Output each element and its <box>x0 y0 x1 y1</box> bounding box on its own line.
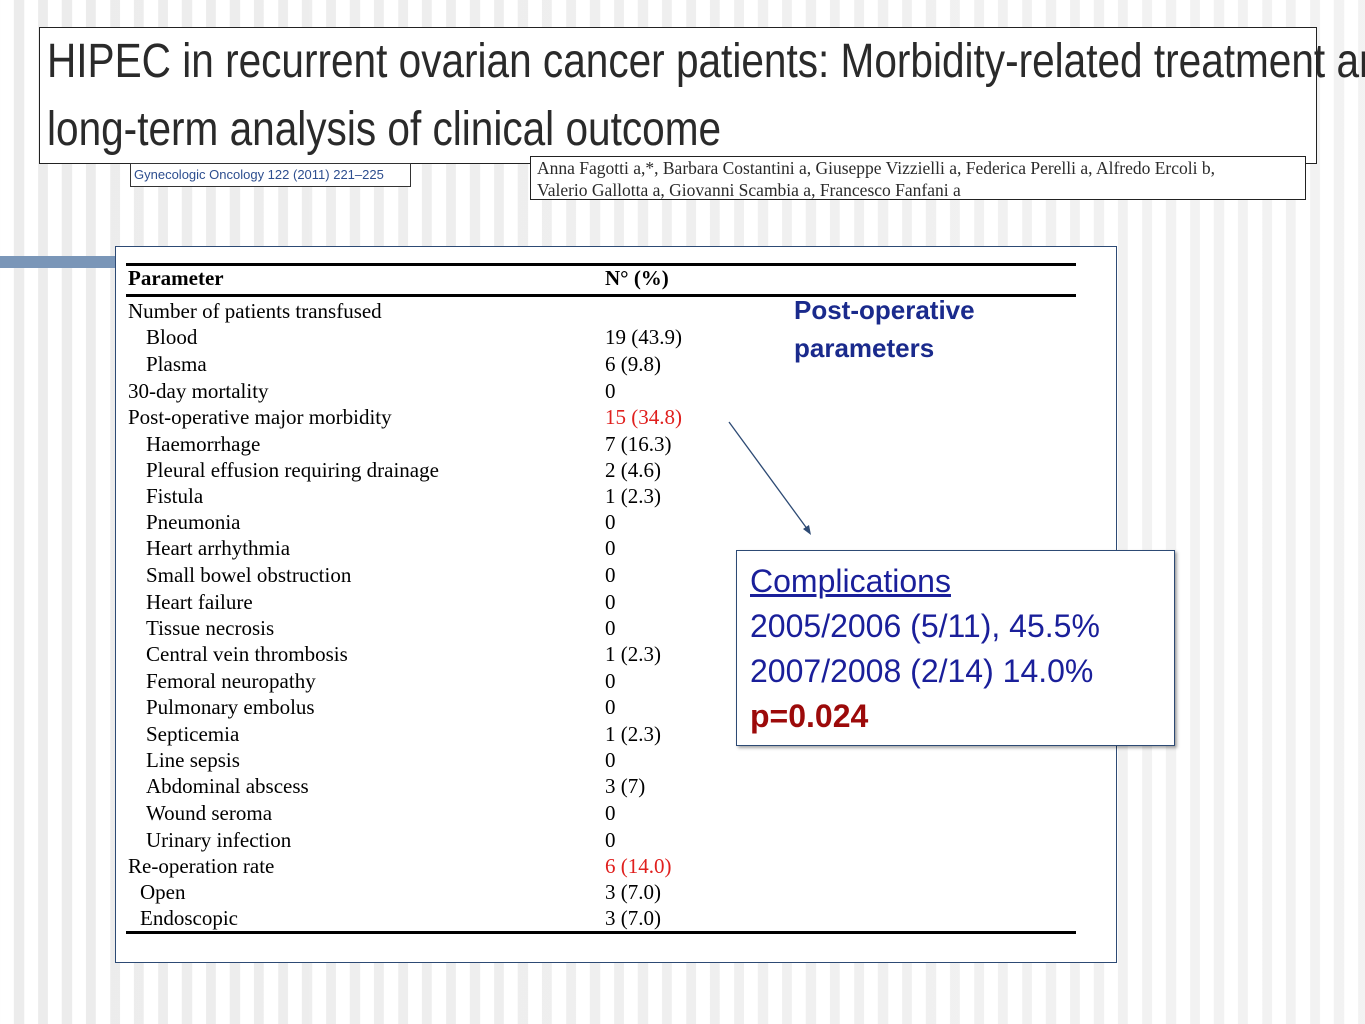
row-label: Line sepsis <box>146 748 240 772</box>
table-row: Heart arrhythmia 0 <box>116 535 1076 561</box>
table-row: Heart failure 0 <box>116 589 1076 615</box>
table-row: Fistula 1 (2.3) <box>116 483 1076 509</box>
row-label: Pneumonia <box>146 510 241 534</box>
row-label: Plasma <box>146 352 207 376</box>
table-row: Septicemia 1 (2.3) <box>116 721 1076 747</box>
row-value: 6 (14.0) <box>605 854 672 878</box>
paper-title-line-2: long-term analysis of clinical outcome <box>47 103 722 156</box>
row-label: Endoscopic <box>140 906 238 930</box>
table-header-rule <box>126 294 1076 297</box>
row-value: 3 (7.0) <box>605 880 661 904</box>
table-row: Pleural effusion requiring drainage 2 (4.… <box>116 457 1076 483</box>
authors-box: Anna Fagotti a,*, Barbara Costantini a, … <box>530 156 1306 200</box>
table-row: Line sepsis 0 <box>116 747 1076 773</box>
table-row: Femoral neuropathy 0 <box>116 668 1076 694</box>
table-row: Number of patients transfused <box>116 298 1076 324</box>
row-label: Heart failure <box>146 590 253 614</box>
row-label: Septicemia <box>146 722 240 746</box>
row-label: Heart arrhythmia <box>146 536 291 560</box>
table-row: Pneumonia 0 <box>116 509 1076 535</box>
post-operative-label-line-1: Post-operative <box>794 295 975 325</box>
row-label: Haemorrhage <box>146 432 261 456</box>
row-value: 1 (2.3) <box>605 642 661 666</box>
authors-line-2: Valerio Gallotta a, Giovanni Scambia a, … <box>537 180 961 200</box>
row-label: Central vein thrombosis <box>146 642 348 666</box>
row-label: Fistula <box>146 484 204 508</box>
row-label: Number of patients transfused <box>128 299 382 323</box>
row-value: 0 <box>605 563 616 587</box>
row-value: 0 <box>605 536 616 560</box>
row-label: Open <box>140 880 186 904</box>
complications-line-1: 2005/2006 (5/11), 45.5% <box>750 608 1100 644</box>
row-label: Post-operative major morbidity <box>128 405 392 429</box>
row-label: Urinary infection <box>146 828 292 852</box>
table-row: Post-operative major morbidity 15 (34.8) <box>116 404 1076 430</box>
table-row: 30-day mortality 0 <box>116 378 1076 404</box>
row-label: Re-operation rate <box>128 854 275 878</box>
row-value: 3 (7.0) <box>605 906 661 930</box>
table-row: Tissue necrosis 0 <box>116 615 1076 641</box>
row-value: 19 (43.9) <box>605 325 682 349</box>
table-row: Blood 19 (43.9) <box>116 324 1076 350</box>
row-label: Pleural effusion requiring drainage <box>146 458 439 482</box>
row-value: 2 (4.6) <box>605 458 661 482</box>
row-value: 1 (2.3) <box>605 722 661 746</box>
table-row: Urinary infection 0 <box>116 827 1076 853</box>
row-value: 0 <box>605 669 616 693</box>
row-value: 6 (9.8) <box>605 352 661 376</box>
complications-pvalue: p=0.024 <box>750 698 869 734</box>
row-label: Pulmonary embolus <box>146 695 315 719</box>
row-value: 0 <box>605 695 616 719</box>
table-row: Abdominal abscess 3 (7) <box>116 773 1076 799</box>
complications-title: Complications <box>750 563 951 599</box>
row-label: Wound seroma <box>146 801 273 825</box>
table-row: Central vein thrombosis 1 (2.3) <box>116 641 1076 667</box>
table-row: Plasma 6 (9.8) <box>116 351 1076 377</box>
table-row: Wound seroma 0 <box>116 800 1076 826</box>
post-operative-label-line-2: parameters <box>794 333 935 363</box>
complications-callout: Complications 2005/2006 (5/11), 45.5% 20… <box>736 550 1175 746</box>
paper-title-box: HIPEC in recurrent ovarian cancer patien… <box>39 27 1365 164</box>
post-operative-label: Post-operative parameters <box>794 291 1054 367</box>
header-parameter: Parameter <box>128 266 224 290</box>
row-label: 30-day mortality <box>128 379 269 403</box>
row-value: 0 <box>605 828 616 852</box>
row-value: 0 <box>605 748 616 772</box>
row-value: 0 <box>605 801 616 825</box>
table-row: Re-operation rate 6 (14.0) <box>116 853 1076 879</box>
journal-citation: Gynecologic Oncology 122 (2011) 221–225 <box>130 163 411 187</box>
row-value: 0 <box>605 510 616 534</box>
row-label: Tissue necrosis <box>146 616 275 640</box>
table-bottom-rule <box>126 931 1076 934</box>
row-label: Small bowel obstruction <box>146 563 352 587</box>
row-label: Femoral neuropathy <box>146 669 316 693</box>
paper-title-line-1: HIPEC in recurrent ovarian cancer patien… <box>47 35 1365 88</box>
row-value: 3 (7) <box>605 774 646 798</box>
complications-line-2: 2007/2008 (2/14) 14.0% <box>750 653 1094 689</box>
row-value: 7 (16.3) <box>605 432 672 456</box>
table-row: Endoscopic 3 (7.0) <box>116 905 1076 931</box>
row-value: 0 <box>605 616 616 640</box>
table-row: Haemorrhage 7 (16.3) <box>116 431 1076 457</box>
table-row: Open 3 (7.0) <box>116 879 1076 905</box>
row-value: 15 (34.8) <box>605 405 682 429</box>
row-label: Abdominal abscess <box>146 774 309 798</box>
header-percent: N° (%) <box>605 266 669 290</box>
row-label: Blood <box>146 325 198 349</box>
row-value: 1 (2.3) <box>605 484 661 508</box>
authors-line-1: Anna Fagotti a,*, Barbara Costantini a, … <box>537 158 1216 178</box>
row-value: 0 <box>605 590 616 614</box>
table-row: Small bowel obstruction 0 <box>116 562 1076 588</box>
table-top-rule <box>126 263 1076 266</box>
table-row: Pulmonary embolus 0 <box>116 694 1076 720</box>
accent-bar <box>0 256 115 268</box>
row-value: 0 <box>605 379 616 403</box>
